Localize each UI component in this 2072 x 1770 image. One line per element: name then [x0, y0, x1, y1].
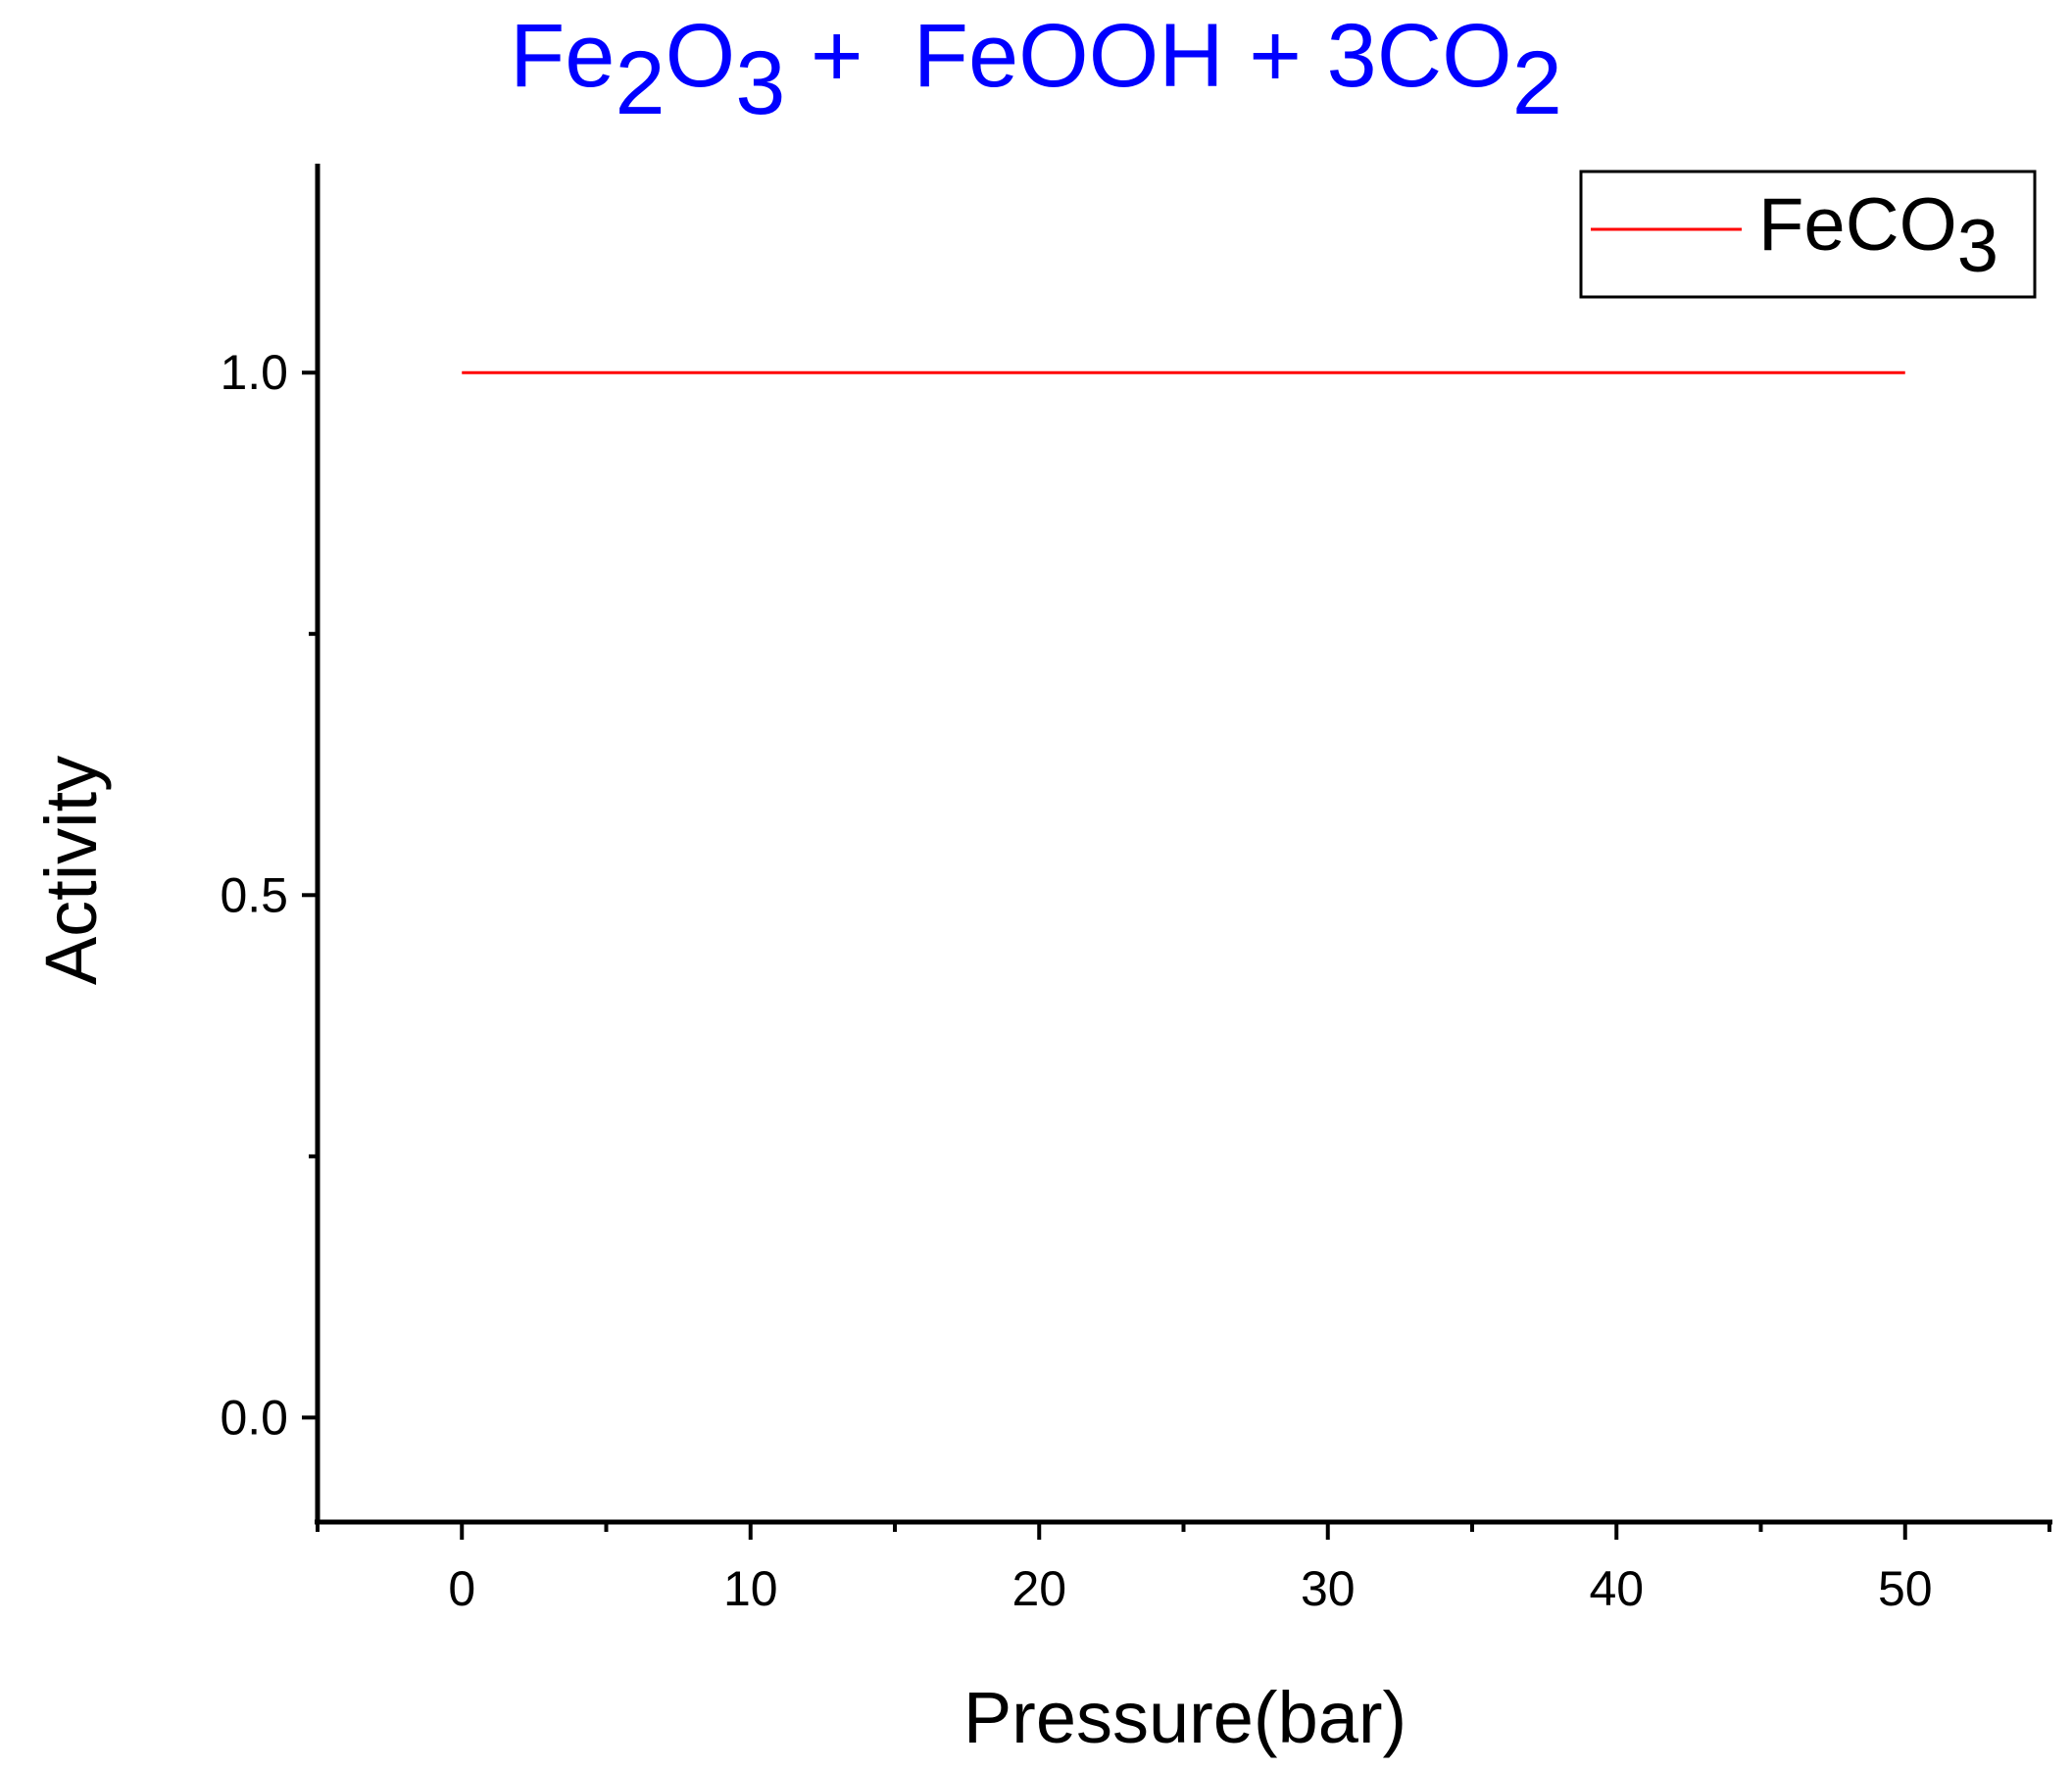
x-tick-label: 50	[1878, 1561, 1933, 1616]
y-axis-label: Activity	[30, 756, 112, 985]
x-tick-label: 10	[723, 1561, 778, 1616]
y-tick-label: 0.5	[220, 867, 288, 922]
x-axis-label: Pressure(bar)	[963, 1677, 1406, 1758]
subscript-text: 3	[1957, 205, 1998, 288]
plot-area: 0.0 0.5 1.0 0 10 20 30 40 50	[220, 164, 2052, 1616]
legend: FeCO3	[1579, 170, 2037, 299]
subscript-text: 3	[735, 33, 785, 133]
x-ticks: 0 10 20 30 40 50	[316, 1522, 2051, 1616]
chart-title: Fe2O3 + FeOOH + 3CO2	[510, 6, 1562, 133]
x-tick-label: 0	[448, 1561, 475, 1616]
y-ticks: 0.0 0.5 1.0	[220, 345, 318, 1445]
text-segment: O	[666, 6, 736, 106]
legend-label: FeCO3	[1758, 183, 1998, 288]
text-segment: Fe	[510, 6, 615, 106]
y-tick-label: 0.0	[220, 1390, 288, 1445]
x-tick-label: 40	[1589, 1561, 1644, 1616]
legend-box	[1579, 170, 2037, 299]
text-segment: FeCO	[1758, 183, 1957, 267]
x-tick-label: 30	[1301, 1561, 1356, 1616]
subscript-text: 2	[615, 33, 665, 133]
y-tick-label: 1.0	[220, 345, 288, 400]
subscript-text: 2	[1512, 33, 1562, 133]
x-tick-label: 20	[1011, 1561, 1066, 1616]
text-segment: + FeOOH + 3CO	[785, 6, 1511, 106]
